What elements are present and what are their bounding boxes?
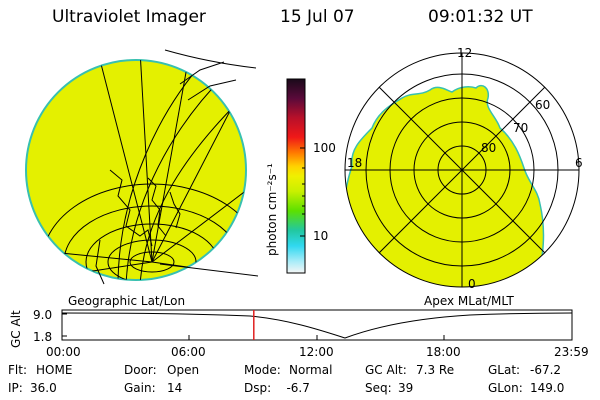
polar-grid (344, 52, 580, 288)
status-mode-label: Mode: (244, 363, 281, 377)
colorbar-tick-100: 100 (313, 141, 336, 155)
alt-tick-1: 1.8 (33, 330, 53, 344)
mlat-label-70: 70 (513, 121, 529, 135)
x-tick-0600: 06:00 (171, 345, 206, 359)
instrument-title: Ultraviolet Imager (52, 7, 206, 27)
mlat-label-60: 60 (535, 98, 551, 112)
status-door-label: Door: (124, 363, 157, 377)
apex-label: Apex MLat/MLT (424, 294, 514, 308)
alt-axis-label: GC Alt (9, 310, 23, 348)
mlt-label-6: 6 (575, 156, 583, 170)
status-gain-label: Gain: (124, 381, 156, 395)
alt-tick-9: 9.0 (33, 308, 53, 322)
status-mode-value: Normal (289, 363, 333, 377)
x-tick-1200: 12:00 (299, 345, 334, 359)
altitude-plot (61, 309, 573, 341)
status-glat-label: GLat: (488, 363, 521, 377)
colorbar-unit-label: photon cm⁻²s⁻¹ (265, 163, 279, 256)
mlat-label-80: 80 (481, 141, 497, 155)
mlt-label-18: 18 (347, 156, 363, 170)
colorbar-tick-10: 10 (313, 229, 329, 243)
status-glat-value: -67.2 (530, 363, 562, 377)
polar-image (344, 52, 580, 288)
mlt-label-0: 0 (468, 277, 476, 291)
geographic-image (25, 49, 259, 285)
status-gain-value: 14 (167, 381, 183, 395)
colorbar (286, 78, 306, 274)
geographic-label: Geographic Lat/Lon (68, 294, 186, 308)
status-seq-label: Seq: (365, 381, 392, 395)
status-ip-value: 36.0 (30, 381, 57, 395)
status-seq-value: 39 (398, 381, 414, 395)
x-tick-2359: 23:59 (554, 345, 589, 359)
mlt-label-12: 12 (457, 46, 473, 60)
altitude-curve (61, 312, 573, 339)
status-gcalt-label: GC Alt: (365, 363, 407, 377)
status-glon-label: GLon: (488, 381, 523, 395)
status-door-value: Open (167, 363, 200, 377)
status-glon-value: 149.0 (530, 381, 565, 395)
date-label: 15 Jul 07 (280, 7, 355, 27)
status-flt-value: HOME (36, 363, 73, 377)
status-dsp-value: -6.7 (275, 381, 310, 395)
status-ip-label: IP: (8, 381, 23, 395)
status-dsp-label: Dsp: (244, 381, 272, 395)
status-flt-label: Flt: (8, 363, 27, 377)
time-label: 09:01:32 UT (428, 7, 533, 27)
x-tick-1800: 18:00 (426, 345, 461, 359)
status-gcalt-value: 7.3 Re (416, 363, 455, 377)
x-tick-0000: 00:00 (46, 345, 81, 359)
